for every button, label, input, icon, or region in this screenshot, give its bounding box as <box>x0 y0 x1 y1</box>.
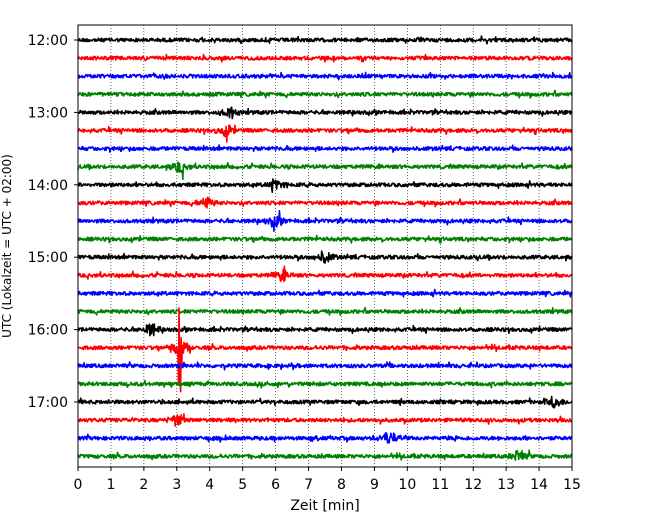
x-tick-label: 4 <box>205 477 214 493</box>
trace-1215 <box>77 53 573 63</box>
y-tick-label: 14:00 <box>28 178 68 194</box>
trace-1245 <box>77 89 573 99</box>
trace-group <box>77 35 573 462</box>
y-tick-label: 15:00 <box>28 250 68 266</box>
x-tick-label: 3 <box>172 477 181 493</box>
x-tick-label: 0 <box>74 477 83 493</box>
trace-1700 <box>77 395 573 409</box>
x-axis-label: Zeit [min] <box>290 498 359 514</box>
y-axis-label: UTC (Lokalzeit = UTC + 02:00) <box>0 154 14 338</box>
trace-1300 <box>77 106 573 120</box>
y-tick-label: 16:00 <box>28 323 68 339</box>
x-tick-label: 2 <box>139 477 148 493</box>
trace-1545 <box>77 306 573 316</box>
trace-1315 <box>77 124 573 143</box>
y-axis: 12:00 13:00 14:00 15:00 16:00 17:00 <box>28 33 78 411</box>
trace-1630 <box>77 361 573 371</box>
trace-1730 <box>77 432 573 444</box>
trace-1645 <box>77 379 573 389</box>
y-tick-label: 12:00 <box>28 33 68 49</box>
x-tick-label: 10 <box>398 477 416 493</box>
trace-1500 <box>77 250 573 264</box>
trace-1230 <box>77 71 573 81</box>
trace-1200 <box>77 35 573 45</box>
y-tick-label: 13:00 <box>28 105 68 121</box>
trace-1530 <box>77 288 573 298</box>
x-tick-label: 15 <box>563 477 581 493</box>
x-tick-label: 9 <box>370 477 379 493</box>
y-tick-label: 17:00 <box>28 395 68 411</box>
trace-1445 <box>77 234 573 244</box>
x-tick-label: 12 <box>464 477 482 493</box>
plot-frame <box>77 24 573 468</box>
trace-1400 <box>77 178 573 194</box>
trace-1345 <box>77 161 573 180</box>
trace-1430 <box>77 210 573 233</box>
trace-1415 <box>77 196 573 209</box>
x-axis: 0 1 2 3 4 5 6 7 8 9 10 11 12 13 14 15 <box>74 467 581 493</box>
x-tick-label: 14 <box>530 477 548 493</box>
x-tick-label: 8 <box>337 477 346 493</box>
trace-1330 <box>77 144 573 153</box>
trace-1615 <box>77 307 573 393</box>
trace-1600 <box>77 323 573 337</box>
trace-1715 <box>77 413 573 427</box>
x-tick-label: 5 <box>238 477 247 493</box>
x-tick-label: 11 <box>431 477 449 493</box>
trace-1515 <box>77 265 573 283</box>
x-tick-label: 13 <box>497 477 515 493</box>
trace-1745 <box>77 449 573 462</box>
x-tick-label: 1 <box>106 477 115 493</box>
x-tick-label: 6 <box>271 477 280 493</box>
x-tick-label: 7 <box>304 477 313 493</box>
